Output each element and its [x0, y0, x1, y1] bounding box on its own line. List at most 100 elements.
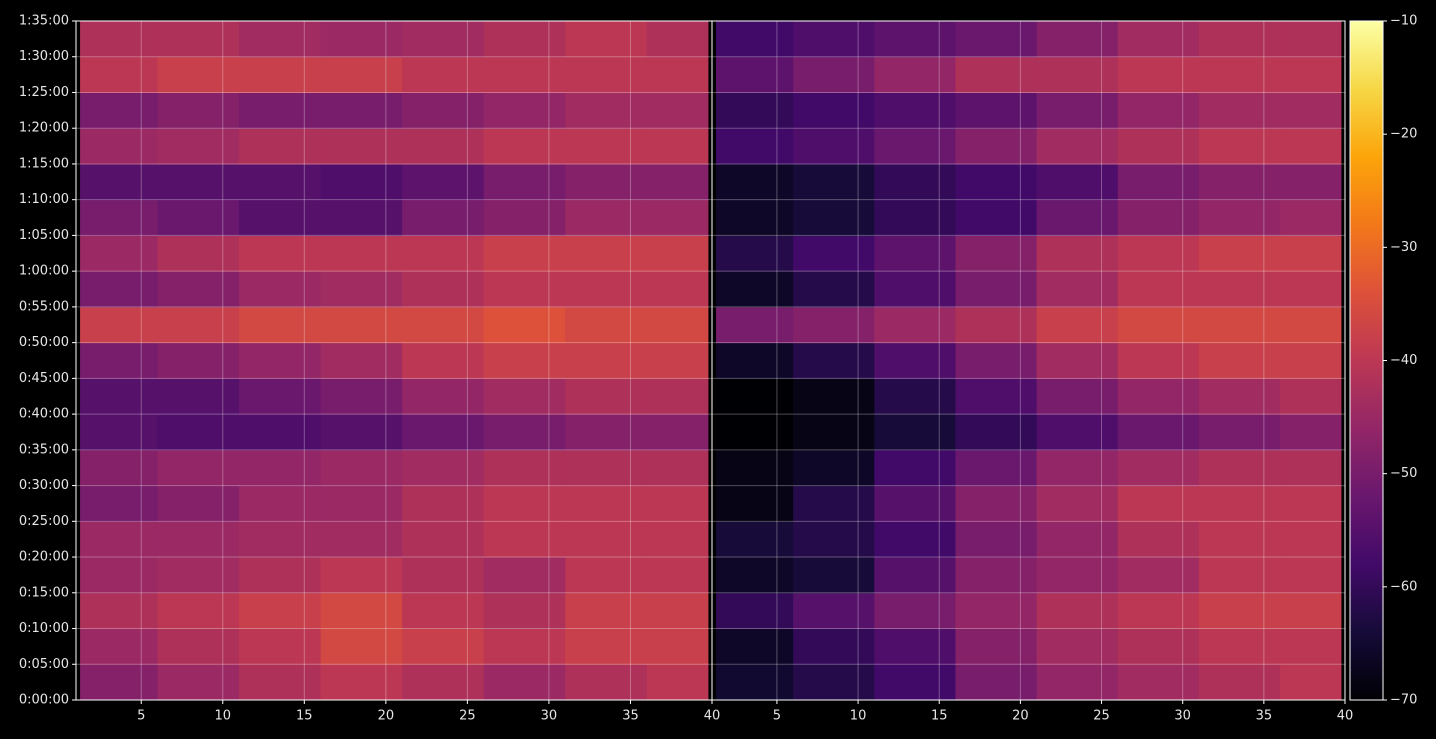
heat-cell: [1036, 235, 1119, 272]
heat-cell: [80, 342, 159, 379]
heat-cell: [874, 485, 956, 522]
heat-cell: [716, 485, 794, 522]
heat-cell: [239, 92, 322, 129]
heat-cell: [239, 56, 322, 93]
y-tick-label: 0:25:00: [19, 514, 69, 529]
heat-cell: [320, 521, 403, 558]
heat-cell: [239, 306, 322, 344]
y-tick-label: 0:20:00: [19, 550, 69, 565]
heat-cell: [1117, 199, 1200, 236]
heat-cell: [955, 271, 1038, 308]
heat-cell: [320, 163, 403, 201]
heat-cell: [483, 414, 566, 451]
heat-cell: [320, 342, 403, 379]
heat-cell: [483, 449, 566, 487]
heat-cell: [565, 128, 648, 165]
heat-cell: [402, 271, 485, 308]
heat-cell: [565, 592, 648, 630]
heat-cell: [402, 664, 485, 701]
heat-cell: [716, 449, 794, 487]
heat-cell: [239, 414, 322, 451]
heat-cell: [1198, 521, 1281, 558]
y-tick-label: 1:30:00: [19, 49, 69, 64]
heat-cell: [565, 92, 648, 129]
heat-cell: [1280, 592, 1342, 630]
heat-cell: [1036, 628, 1119, 665]
heat-cell: [716, 56, 794, 93]
heat-cell: [239, 449, 322, 487]
heat-cell: [320, 449, 403, 487]
heat-cell: [793, 21, 875, 58]
heat-cell: [1280, 21, 1342, 58]
heat-cell: [565, 163, 648, 201]
heat-cell: [402, 592, 485, 630]
heat-cell: [874, 271, 956, 308]
heat-cell: [565, 557, 648, 594]
heat-cell: [402, 521, 485, 558]
y-tick-label: 0:50:00: [19, 335, 69, 350]
colorbar-tick-label: −70: [1390, 693, 1417, 708]
heat-cell: [793, 235, 875, 272]
x-tick-label: 35: [1256, 709, 1273, 724]
heat-cell: [874, 664, 956, 701]
heat-cell: [646, 128, 709, 165]
heat-cell: [1198, 664, 1281, 701]
heat-cell: [716, 628, 794, 665]
heat-cell: [565, 56, 648, 93]
heat-cell: [716, 163, 794, 201]
heat-cell: [320, 21, 403, 58]
heat-cell: [402, 449, 485, 487]
heat-cell: [157, 592, 240, 630]
heat-cell: [239, 271, 322, 308]
heat-cell: [320, 199, 403, 236]
x-tick-label: 15: [931, 709, 948, 724]
heat-cell: [402, 557, 485, 594]
heat-cell: [793, 628, 875, 665]
heat-cell: [793, 342, 875, 379]
heat-cell: [157, 128, 240, 165]
y-tick-label: 1:35:00: [19, 14, 69, 29]
heat-cell: [1036, 56, 1119, 93]
heat-cell: [565, 235, 648, 272]
heat-cell: [955, 378, 1038, 415]
heat-cell: [716, 271, 794, 308]
heat-cell: [646, 306, 709, 344]
heat-cell: [793, 557, 875, 594]
heat-cell: [80, 557, 159, 594]
heat-cell: [80, 21, 159, 58]
heat-cell: [955, 21, 1038, 58]
y-tick-label: 1:10:00: [19, 192, 69, 207]
y-tick-label: 0:05:00: [19, 657, 69, 672]
heat-cell: [239, 342, 322, 379]
heat-cell: [1198, 628, 1281, 665]
heat-cell: [80, 128, 159, 165]
heat-cell: [646, 664, 709, 701]
heat-cell: [646, 592, 709, 630]
heat-cell: [80, 199, 159, 236]
y-tick-label: 1:00:00: [19, 264, 69, 279]
heat-cell: [1036, 664, 1119, 701]
heat-cell: [483, 628, 566, 665]
heat-cell: [483, 521, 566, 558]
heat-cell: [1198, 592, 1281, 630]
heat-cell: [565, 628, 648, 665]
heat-cell: [955, 235, 1038, 272]
heat-cell: [483, 128, 566, 165]
heat-cell: [157, 21, 240, 58]
heat-cell: [157, 414, 240, 451]
heat-cell: [716, 21, 794, 58]
heat-cell: [955, 92, 1038, 129]
heat-cell: [1117, 414, 1200, 451]
heat-cell: [157, 449, 240, 487]
heat-cell: [646, 21, 709, 58]
heat-cell: [239, 592, 322, 630]
heat-cell: [874, 557, 956, 594]
heat-cell: [1280, 199, 1342, 236]
y-tick-label: 0:10:00: [19, 621, 69, 636]
heat-cell: [80, 378, 159, 415]
heat-cell: [1280, 521, 1342, 558]
heat-cell: [157, 521, 240, 558]
heat-cell: [1117, 21, 1200, 58]
heat-cell: [402, 56, 485, 93]
heat-cell: [1036, 271, 1119, 308]
